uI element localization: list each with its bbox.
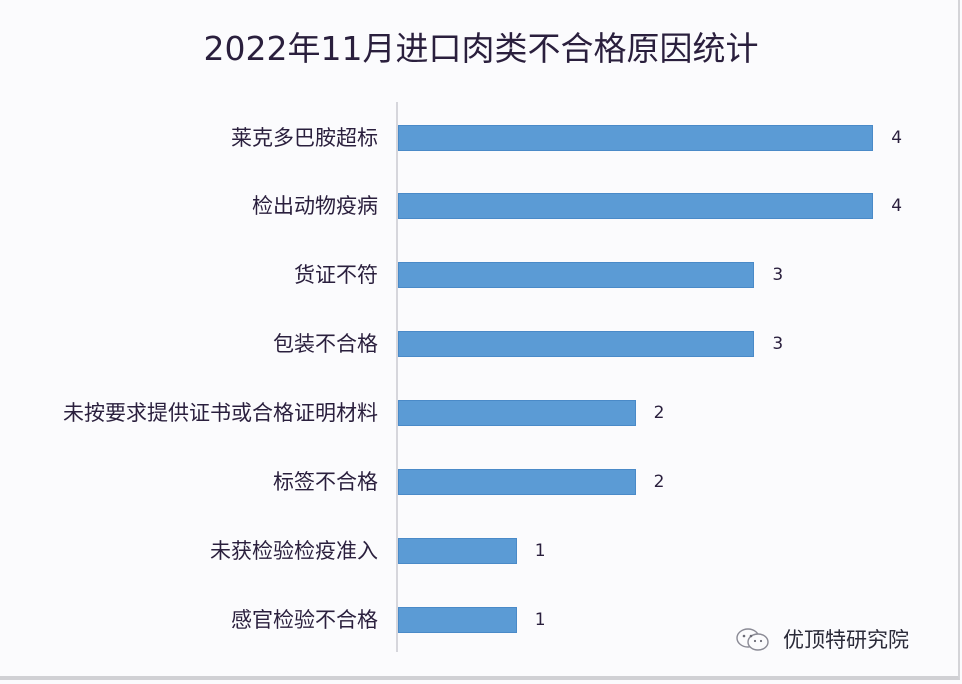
watermark: 优顶特研究院 [735,624,909,654]
value-label: 3 [772,334,784,354]
bar [398,538,517,564]
category-label: 未获检验检疫准入 [210,539,378,563]
bar-row: 未获检验检疫准入 1 [0,538,962,564]
bar-row: 感官检验不合格 1 [0,607,962,633]
value-label: 4 [891,196,903,216]
category-label: 标签不合格 [273,470,378,494]
chart-title: 2022年11月进口肉类不合格原因统计 [203,29,759,68]
bar-row: 包装不合格 3 [0,331,962,357]
bar-row: 未按要求提供证书或合格证明材料 2 [0,400,962,426]
value-label: 2 [653,472,665,492]
category-label: 包装不合格 [273,332,378,356]
bar [398,607,517,633]
bar [398,331,755,357]
bar-row: 检出动物疫病 4 [0,193,962,219]
value-label: 3 [772,265,784,285]
category-label: 莱克多巴胺超标 [231,126,378,150]
value-label: 2 [653,403,665,423]
bar [398,262,755,288]
category-label: 未按要求提供证书或合格证明材料 [63,401,378,425]
bar [398,193,874,219]
bar-row: 货证不符 3 [0,262,962,288]
wechat-icon [735,627,771,651]
bar-row: 莱克多巴胺超标 4 [0,125,962,151]
category-label: 检出动物疫病 [252,194,378,218]
category-label: 货证不符 [294,263,378,287]
value-label: 1 [534,541,546,561]
category-label: 感官检验不合格 [231,608,378,632]
value-label: 4 [891,128,903,148]
watermark-text: 优顶特研究院 [783,628,909,652]
y-axis-line [396,102,398,652]
bar-row: 标签不合格 2 [0,469,962,495]
bar [398,125,874,151]
bar [398,469,636,495]
value-label: 1 [534,610,546,630]
bar [398,400,636,426]
